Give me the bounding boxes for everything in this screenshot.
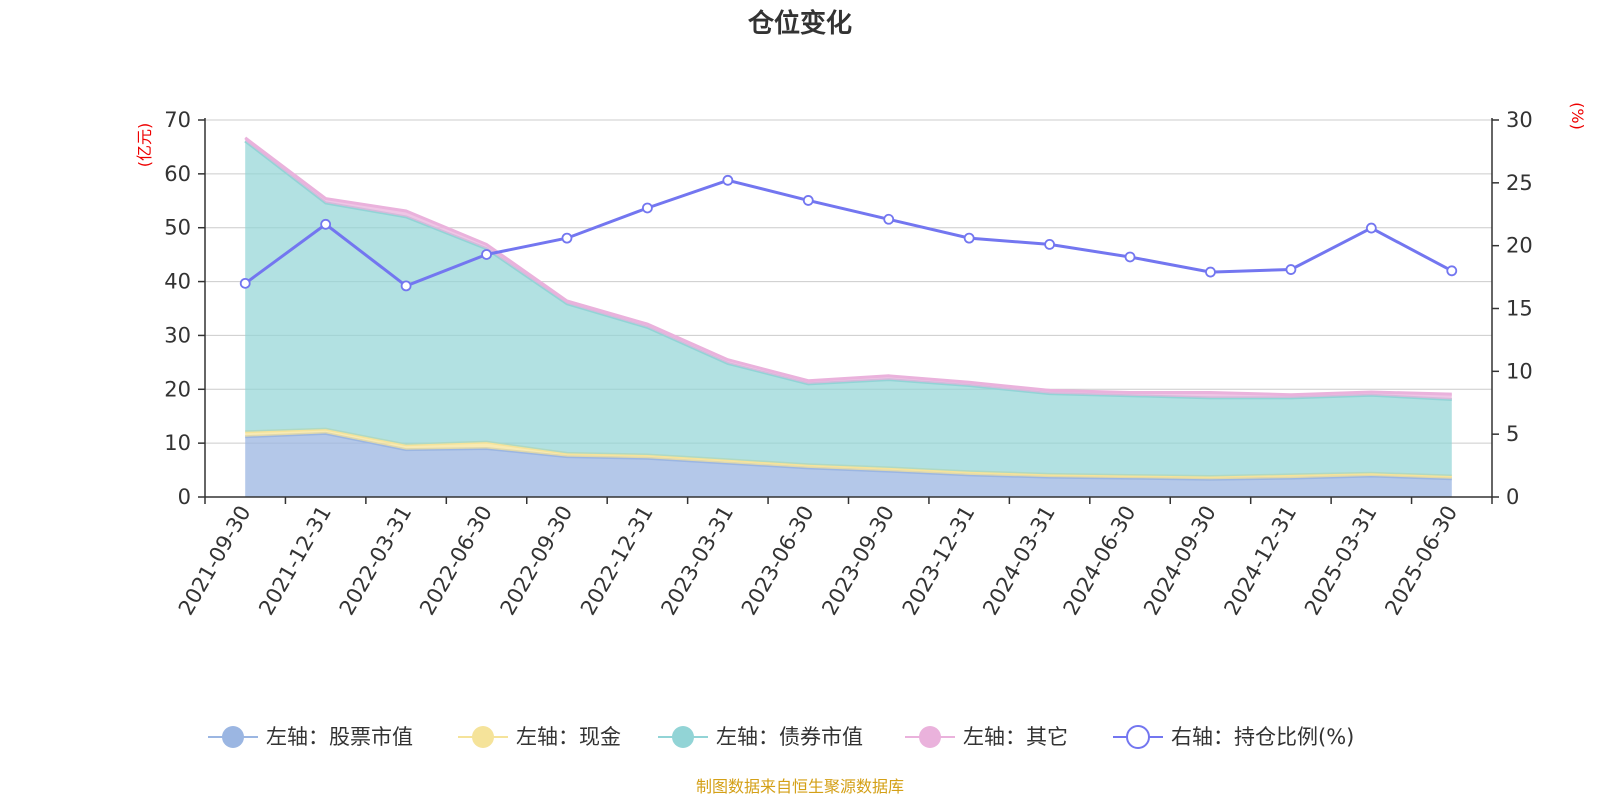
legend-item-ratio[interactable]: 右轴：持仓比例(%)	[1113, 725, 1354, 749]
right-tick-label: 0	[1506, 485, 1519, 509]
legend-item-stock[interactable]: 左轴：股票市值	[208, 725, 413, 749]
ratio-series-line	[244, 178, 1453, 288]
right-axis-unit: (%)	[1568, 102, 1587, 130]
x-tick-label: 2022-12-31	[576, 502, 658, 620]
area-stock	[245, 433, 1452, 497]
x-tick-label: 2022-06-30	[415, 502, 497, 620]
ratio-point	[963, 232, 975, 244]
legend-label: 左轴：现金	[516, 725, 621, 749]
left-tick-label: 10	[164, 431, 191, 455]
legend-item-bond[interactable]: 左轴：债券市值	[658, 725, 863, 749]
left-tick-label: 20	[164, 377, 191, 401]
left-axis-unit: (亿元)	[135, 123, 154, 168]
x-tick-label: 2025-06-30	[1380, 502, 1462, 620]
x-tick-label: 2024-06-30	[1059, 502, 1141, 620]
area-edge-other	[244, 136, 1452, 397]
right-tick-label: 10	[1506, 359, 1533, 383]
legend-item-cash[interactable]: 左轴：现金	[458, 725, 621, 749]
ratio-point	[481, 249, 492, 260]
left-tick-label: 60	[164, 162, 191, 186]
x-tick-label: 2023-06-30	[737, 502, 819, 620]
x-tick-label: 2021-12-31	[254, 502, 336, 620]
ratio-point	[722, 174, 734, 186]
legend-label: 左轴：债券市值	[716, 725, 863, 749]
legend-label: 左轴：股票市值	[266, 725, 413, 749]
legend-item-other[interactable]: 左轴：其它	[905, 725, 1068, 749]
chart-title: 仓位变化	[747, 8, 852, 39]
source-note: 制图数据来自恒生聚源数据库	[696, 777, 904, 796]
x-tick-label: 2024-03-31	[978, 502, 1060, 620]
legend-marker	[672, 726, 694, 748]
left-tick-label: 0	[178, 485, 191, 509]
ratio-point	[1446, 265, 1458, 277]
x-tick-label: 2024-09-30	[1139, 502, 1221, 620]
right-tick-label: 25	[1506, 171, 1533, 195]
legend-marker	[1126, 725, 1150, 749]
left-tick-label: 70	[164, 108, 191, 132]
legend-label: 右轴：持仓比例(%)	[1171, 725, 1354, 749]
ratio-point	[1124, 251, 1136, 263]
x-tick-label: 2022-09-30	[495, 502, 577, 620]
x-tick-label: 2021-09-30	[174, 502, 256, 620]
left-tick-label: 30	[164, 323, 191, 347]
right-tick-label: 20	[1506, 234, 1533, 258]
ratio-point	[400, 280, 412, 292]
ratio-point	[642, 202, 653, 214]
x-tick-label: 2022-03-31	[335, 502, 417, 620]
ratio-point	[883, 213, 895, 225]
stacked-areas	[244, 136, 1452, 497]
ratio-line	[239, 174, 1458, 292]
legend: 左轴：股票市值 左轴：现金 左轴：债券市值 左轴：其它 右轴：持仓比例(%)	[208, 725, 1354, 749]
x-tick-label: 2024-12-31	[1219, 502, 1301, 620]
legend-marker	[222, 726, 244, 748]
area-bond	[245, 141, 1452, 477]
left-tick-label: 50	[164, 216, 191, 240]
ratio-point	[1044, 239, 1055, 250]
right-tick-label: 5	[1506, 422, 1519, 446]
x-tick-label: 2023-09-30	[817, 502, 899, 620]
legend-marker	[472, 726, 494, 748]
ratio-point	[320, 218, 332, 230]
left-tick-label: 40	[164, 270, 191, 294]
ratio-point	[561, 232, 573, 244]
right-tick-label: 30	[1506, 108, 1533, 132]
x-tick-label: 2023-12-31	[898, 502, 980, 620]
x-tick-label: 2025-03-31	[1300, 502, 1382, 620]
ratio-point	[802, 195, 814, 206]
x-tick-label: 2023-03-31	[656, 502, 738, 620]
ratio-point	[1205, 266, 1216, 278]
right-tick-label: 15	[1506, 297, 1533, 321]
legend-marker	[919, 726, 941, 748]
legend-label: 左轴：其它	[963, 725, 1068, 749]
ratio-point	[239, 277, 251, 289]
ratio-point	[1365, 222, 1377, 234]
ratio-point	[1285, 264, 1297, 275]
